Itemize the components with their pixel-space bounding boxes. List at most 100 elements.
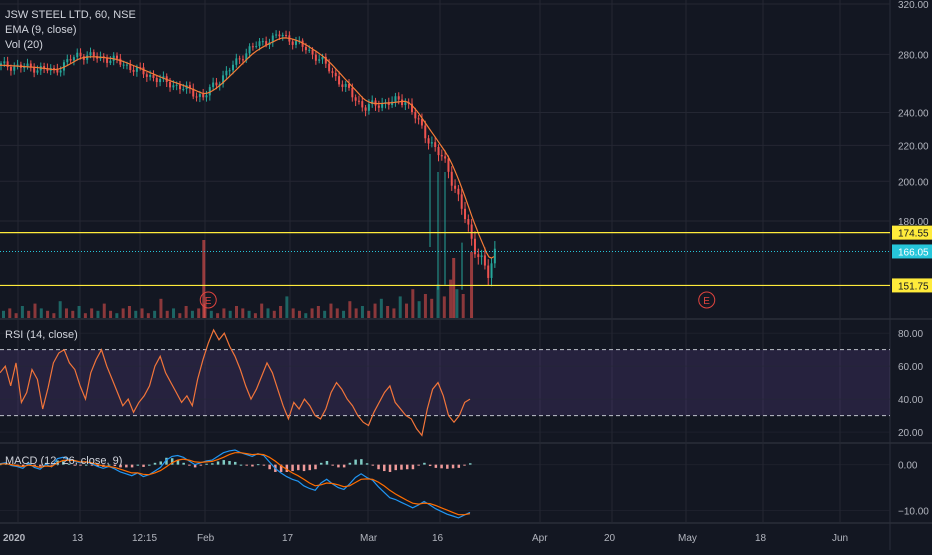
macd-histogram-bar xyxy=(291,464,294,472)
ema-legend[interactable]: EMA (9, close) xyxy=(5,24,77,36)
volume-bar xyxy=(241,308,245,318)
volume-bar xyxy=(209,310,213,318)
candle-body xyxy=(129,64,132,70)
candle-body xyxy=(401,99,404,106)
candle-body xyxy=(371,100,374,105)
volume-bar xyxy=(134,310,138,318)
macd-histogram-bar xyxy=(176,460,180,465)
volume-bar xyxy=(310,308,314,318)
candle-body xyxy=(169,82,172,88)
macd-histogram-bar xyxy=(67,463,71,465)
volume-bar xyxy=(90,308,94,318)
price-tick-label: 240.00 xyxy=(898,109,929,120)
candle-body xyxy=(414,112,417,119)
volume-bar xyxy=(77,306,81,318)
candle-body xyxy=(13,66,16,71)
candle-body xyxy=(394,96,397,102)
candle-body xyxy=(218,83,221,86)
candle-body xyxy=(417,118,420,120)
volume-bar xyxy=(39,308,43,318)
macd-histogram-bar xyxy=(90,464,94,466)
earnings-marker xyxy=(698,291,716,309)
volume-bar xyxy=(178,313,182,318)
time-tick-label: 13 xyxy=(72,533,84,544)
candle-body xyxy=(142,67,145,75)
candle-body xyxy=(341,84,344,87)
rsi-title[interactable]: RSI (14, close) xyxy=(5,329,78,341)
volume-bar xyxy=(417,301,421,318)
macd-histogram-bar xyxy=(216,461,220,465)
volume-bar xyxy=(20,306,24,318)
level-badge-label: 174.55 xyxy=(898,229,929,240)
time-tick-label: 18 xyxy=(755,533,767,544)
volume-bar xyxy=(109,310,113,318)
candle-body xyxy=(404,102,407,106)
candle-body xyxy=(391,101,394,105)
volume-bar xyxy=(2,310,5,318)
volume-bar xyxy=(58,301,62,318)
macd-histogram-bar xyxy=(325,460,329,465)
macd-histogram-bar xyxy=(405,464,409,470)
volume-bar xyxy=(430,298,434,318)
candle-body xyxy=(467,219,470,225)
candle-body xyxy=(145,74,148,77)
time-tick-label: 17 xyxy=(282,533,294,544)
candle-body xyxy=(159,79,162,83)
volume-bar xyxy=(96,310,100,318)
volume-bar xyxy=(329,303,333,318)
volume-bar xyxy=(411,289,415,318)
macd-histogram-bar xyxy=(262,464,266,466)
candle-body xyxy=(258,41,261,47)
candle-body xyxy=(238,58,241,60)
last-price-badge-label: 166.05 xyxy=(898,247,929,258)
volume-legend[interactable]: Vol (20) xyxy=(5,39,43,51)
time-tick-label: Mar xyxy=(360,533,378,544)
candle-body xyxy=(410,103,413,113)
macd-histogram-bar xyxy=(136,464,140,466)
chart-title[interactable]: JSW STEEL LTD, 60, NSE xyxy=(5,9,136,21)
candle-body xyxy=(122,64,125,66)
volume-bar xyxy=(197,308,201,318)
candle-body xyxy=(225,70,228,76)
volume-bar xyxy=(165,310,169,318)
volume-bar xyxy=(461,294,465,318)
macd-histogram-bar xyxy=(39,464,42,467)
candle-body xyxy=(198,94,201,97)
macd-histogram-bar xyxy=(446,464,449,469)
macd-title[interactable]: MACD (12, 26, close, 9) xyxy=(5,455,123,467)
candle-body xyxy=(46,68,49,71)
candle-body xyxy=(43,66,46,69)
volume-bar xyxy=(455,289,459,318)
macd-histogram-bar xyxy=(279,464,283,472)
volume-bar xyxy=(172,308,176,318)
macd-histogram-bar xyxy=(394,464,397,471)
candle-body xyxy=(294,41,297,45)
macd-histogram-bar xyxy=(365,463,369,465)
candle-body xyxy=(434,142,437,148)
volume-spike-bar xyxy=(202,240,206,318)
candle-body xyxy=(344,84,347,87)
volume-bar xyxy=(190,310,194,318)
candle-body xyxy=(59,70,62,73)
macd-histogram-bar xyxy=(337,464,340,468)
macd-histogram-bar xyxy=(451,464,455,469)
rsi-legend: RSI (14, close) xyxy=(5,328,78,343)
macd-histogram-bar xyxy=(130,464,134,468)
volume-bar xyxy=(386,306,390,318)
volume-bar xyxy=(449,279,453,318)
candle-body xyxy=(321,56,324,60)
macd-histogram-bar xyxy=(222,460,226,465)
volume-bar xyxy=(291,308,295,318)
macd-histogram-bar xyxy=(79,464,82,466)
candle-body xyxy=(3,61,6,64)
rsi-tick-label: 20.00 xyxy=(898,428,923,439)
candle-body xyxy=(251,46,254,48)
macd-histogram-bar xyxy=(33,464,36,467)
candle-body xyxy=(354,97,357,101)
candle-body xyxy=(76,52,79,58)
volume-bar xyxy=(247,310,251,318)
candle-body xyxy=(361,101,364,108)
volume-bar xyxy=(316,306,320,318)
